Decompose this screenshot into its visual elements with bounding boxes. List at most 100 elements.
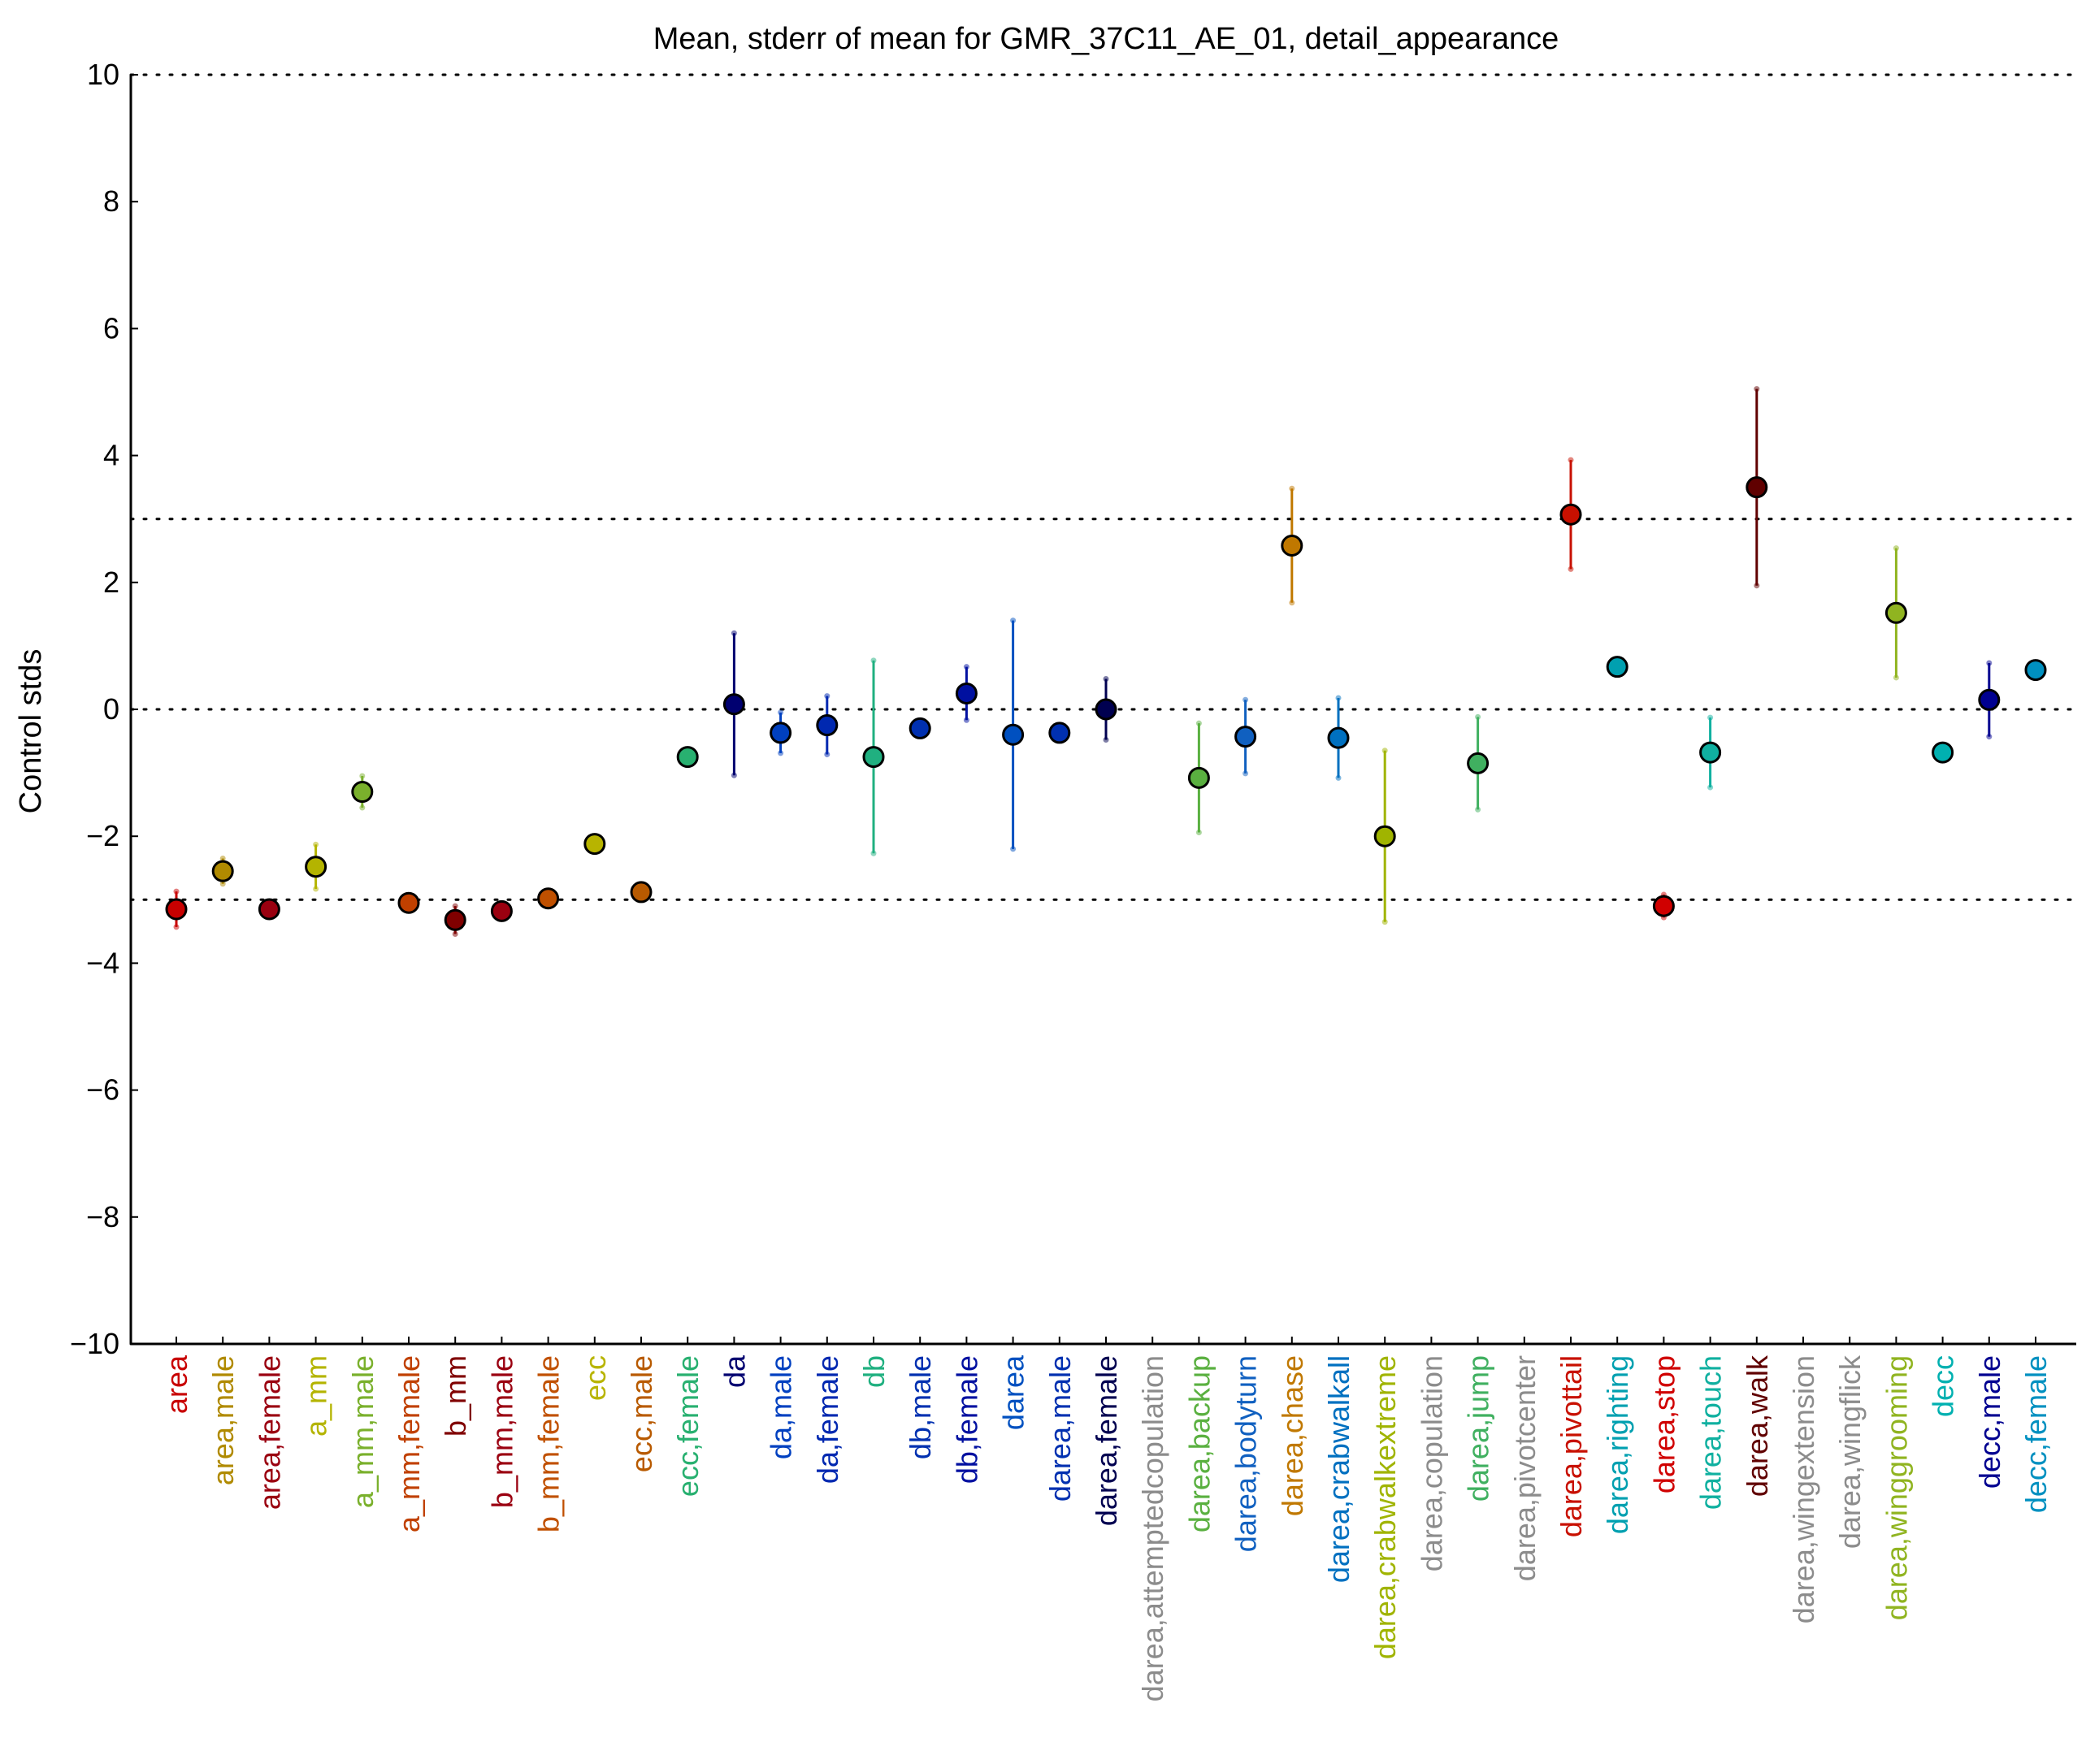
error-cap — [870, 850, 877, 856]
x-category-label: area,male — [206, 1355, 240, 1485]
error-cap — [1103, 676, 1109, 683]
mean-marker — [397, 891, 420, 914]
data-markers — [165, 476, 2047, 931]
x-category-label: a_mm — [300, 1355, 333, 1437]
x-category-label: darea,bodyturn — [1229, 1355, 1263, 1552]
error-cap — [1893, 674, 1899, 681]
x-category-label: darea,walk — [1741, 1354, 1774, 1497]
x-category-label: darea,pivotcenter — [1508, 1355, 1542, 1581]
error-cap — [1335, 695, 1342, 701]
mean-marker — [1373, 825, 1396, 847]
mean-marker — [909, 717, 931, 739]
x-category-label: darea,crabwalkextreme — [1368, 1355, 1402, 1659]
x-category-label: darea,attemptedcopulation — [1136, 1355, 1169, 1701]
x-category-label: darea,winggrooming — [1880, 1355, 1913, 1620]
x-category-label: decc — [1927, 1355, 1960, 1417]
x-category-label: b_mm,male — [485, 1355, 518, 1508]
mean-marker — [1699, 741, 1722, 764]
error-cap — [1754, 583, 1760, 589]
y-tick-label: 10 — [87, 58, 119, 91]
x-category-label: darea,wingflick — [1833, 1354, 1867, 1549]
error-cap — [1893, 545, 1899, 552]
mean-marker — [1652, 895, 1675, 917]
error-cap — [778, 709, 784, 716]
x-category-label: db,male — [904, 1355, 937, 1459]
error-cap — [1381, 919, 1388, 925]
x-category-label: darea,pivottail — [1555, 1355, 1588, 1537]
x-category-label: b_mm,female — [532, 1355, 566, 1532]
mean-marker — [444, 908, 466, 931]
error-cap — [1289, 485, 1295, 492]
mean-marker — [490, 899, 513, 922]
y-tick-label: −10 — [70, 1327, 119, 1360]
error-cap — [1475, 713, 1481, 720]
mean-marker — [1327, 726, 1350, 749]
x-category-label: darea,chase — [1276, 1355, 1309, 1516]
error-cap — [1986, 660, 1993, 666]
y-tick-label: 4 — [103, 439, 119, 472]
x-category-label: darea,jump — [1462, 1355, 1495, 1502]
error-cap — [824, 693, 830, 700]
x-category-label: db — [857, 1355, 891, 1388]
mean-marker — [1467, 752, 1490, 774]
error-cap — [1381, 748, 1388, 754]
mean-marker — [770, 722, 792, 744]
mean-marker — [1048, 722, 1071, 744]
y-tick-label: −6 — [86, 1073, 119, 1107]
error-cap — [1289, 600, 1295, 606]
error-cap — [219, 881, 226, 887]
x-category-label: darea,righting — [1601, 1355, 1634, 1534]
x-category-label: a_mm,female — [392, 1355, 426, 1532]
x-category-label: darea,touch — [1694, 1355, 1728, 1510]
mean-marker — [1187, 766, 1210, 789]
mean-marker — [1978, 688, 2001, 711]
error-cap — [731, 630, 737, 636]
x-category-label: decc,female — [2019, 1355, 2053, 1513]
error-cap — [870, 657, 877, 664]
mean-marker — [1884, 601, 1907, 624]
mean-marker — [1095, 698, 1117, 721]
x-category-label: darea,stop — [1647, 1355, 1681, 1493]
x-category-label: b_mm — [439, 1355, 472, 1437]
mean-marker — [955, 682, 978, 704]
error-cap — [173, 888, 180, 895]
error-cap — [1242, 770, 1249, 777]
mean-marker — [537, 887, 560, 910]
mean-marker — [2024, 659, 2047, 682]
error-cap — [963, 717, 969, 723]
mean-marker — [211, 860, 234, 882]
y-tick-label: 0 — [103, 692, 119, 726]
y-axis-title: Control stds — [14, 649, 48, 814]
mean-marker — [1746, 476, 1768, 499]
x-category-label: a_mm,male — [346, 1355, 379, 1508]
x-category-label: decc,male — [1973, 1355, 2006, 1489]
x-category-label: db,female — [950, 1355, 983, 1484]
mean-marker — [305, 856, 327, 878]
error-cap — [313, 841, 319, 847]
mean-marker — [1932, 741, 1954, 764]
error-cap — [1010, 846, 1017, 852]
error-cap — [1195, 830, 1202, 836]
mean-marker — [1559, 503, 1582, 526]
y-tick-label: −2 — [86, 819, 119, 852]
error-cap — [1475, 806, 1481, 813]
x-category-label: area,female — [253, 1355, 286, 1510]
error-cap — [1568, 457, 1574, 463]
x-category-label: darea,copulation — [1415, 1355, 1448, 1571]
error-cap — [219, 856, 226, 862]
error-cap — [452, 930, 458, 937]
error-bars — [173, 386, 2039, 937]
error-cap — [1335, 774, 1342, 781]
mean-marker — [583, 833, 606, 856]
x-category-label: da — [718, 1354, 751, 1388]
y-tick-label: −4 — [86, 946, 119, 979]
error-cap — [1707, 784, 1714, 791]
error-cap — [731, 772, 737, 778]
error-cap — [1707, 714, 1714, 721]
chart-title: Mean, stderr of mean for GMR_37C11_AE_01… — [653, 22, 1559, 56]
x-category-label: da,female — [811, 1355, 844, 1484]
error-cap — [1568, 566, 1574, 572]
error-cap — [778, 750, 784, 756]
error-cap — [824, 751, 830, 757]
